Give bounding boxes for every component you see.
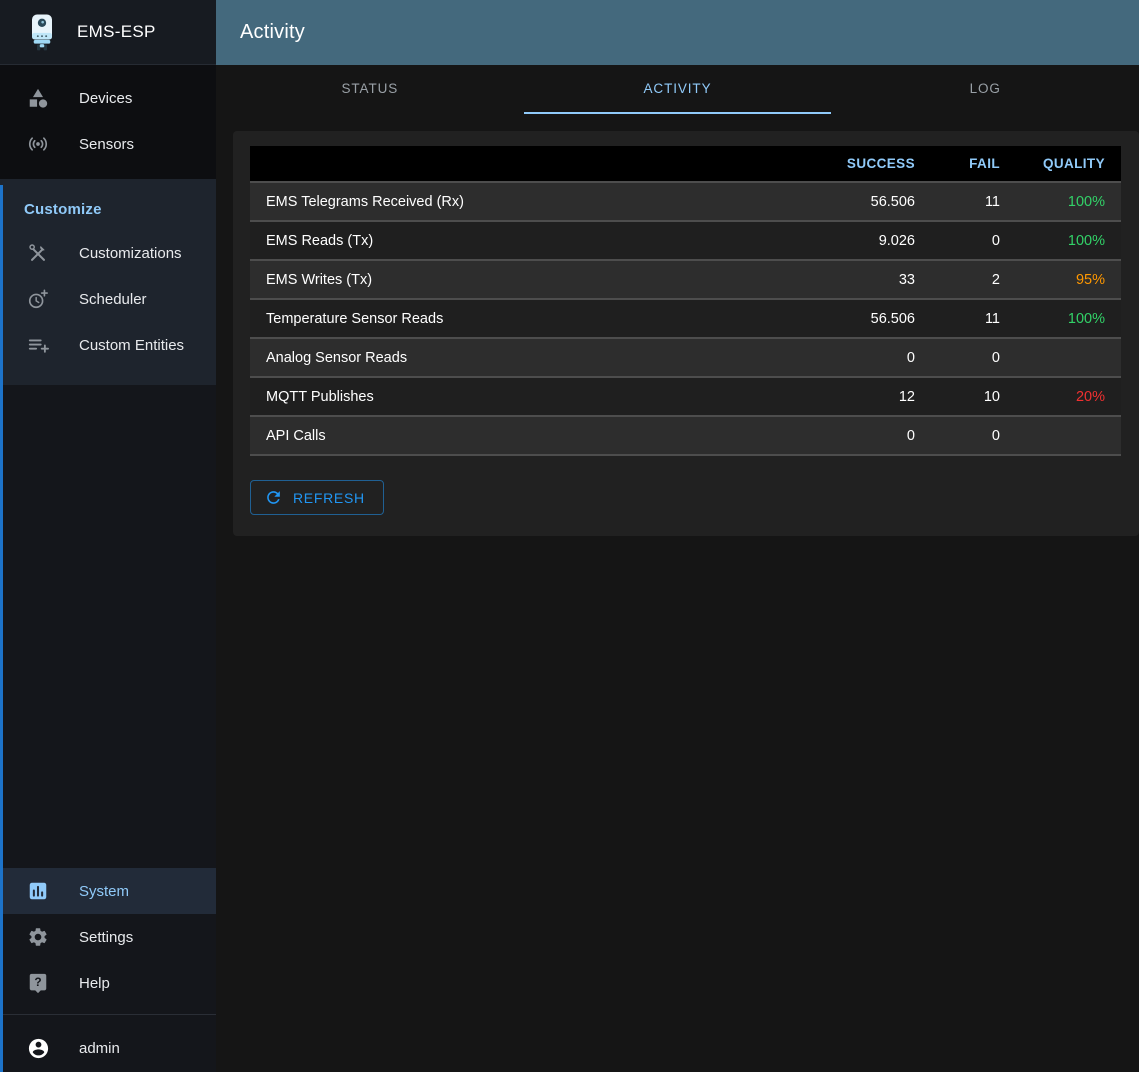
- table-row: EMS Writes (Tx) 33 2 95%: [250, 260, 1121, 299]
- quality-value: 100%: [1067, 232, 1105, 249]
- playlist-add-icon: [26, 333, 50, 357]
- quality-value: [1016, 338, 1121, 377]
- sensors-icon: [26, 132, 50, 156]
- table-header-row: SUCCESS FAIL QUALITY: [250, 146, 1121, 182]
- metric-name: EMS Writes (Tx): [266, 271, 373, 288]
- sidebar-item-label: Help: [79, 974, 110, 992]
- sidebar-customize-section: Customize Customizations: [0, 179, 216, 385]
- username-label: admin: [79, 1039, 120, 1057]
- success-value: 56.506: [870, 193, 915, 210]
- boiler-logo-icon: [27, 11, 57, 53]
- gear-icon: [26, 925, 50, 949]
- success-value: 33: [898, 271, 915, 288]
- tab-bar: STATUS ACTIVITY LOG: [216, 65, 1139, 114]
- sidebar-item-custom-entities[interactable]: Custom Entities: [0, 322, 216, 368]
- table-row: Temperature Sensor Reads 56.506 11 100%: [250, 299, 1121, 338]
- fail-value: 11: [984, 193, 1000, 210]
- metric-name: API Calls: [266, 427, 326, 444]
- sidebar-nav-main: Devices Sensors: [0, 65, 216, 179]
- table-row: Analog Sensor Reads 0 0: [250, 338, 1121, 377]
- fail-value: 2: [991, 271, 1000, 288]
- sidebar-item-sensors[interactable]: Sensors: [0, 121, 216, 167]
- sidebar-header: EMS-ESP: [0, 0, 216, 65]
- sidebar-item-label: Scheduler: [79, 290, 147, 308]
- account-circle-icon: [26, 1036, 50, 1060]
- sidebar-item-user-admin[interactable]: admin: [0, 1025, 216, 1071]
- activity-card: SUCCESS FAIL QUALITY EMS Telegrams Recei…: [233, 131, 1139, 536]
- fail-value: 0: [991, 427, 1000, 444]
- sidebar-item-devices[interactable]: Devices: [0, 75, 216, 121]
- help-icon: ?: [26, 971, 50, 995]
- tools-icon: [26, 241, 50, 265]
- sidebar-item-label: Devices: [79, 89, 133, 107]
- refresh-button[interactable]: REFRESH: [250, 480, 384, 515]
- metric-name: Analog Sensor Reads: [266, 349, 408, 366]
- brand-title: EMS-ESP: [77, 22, 156, 41]
- devices-category-icon: [26, 86, 50, 110]
- metric-name: MQTT Publishes: [266, 388, 374, 405]
- sidebar: EMS-ESP Devices Sensors: [0, 0, 216, 1072]
- fail-value: 10: [983, 388, 1000, 405]
- success-value: 0: [906, 427, 915, 444]
- quality-value: 100%: [1067, 193, 1105, 210]
- window-edge-strip: [0, 185, 3, 1072]
- success-value: 12: [898, 388, 915, 405]
- table-row: EMS Telegrams Received (Rx) 56.506 11 10…: [250, 182, 1121, 221]
- analytics-icon: [26, 879, 50, 903]
- metric-name: EMS Telegrams Received (Rx): [266, 193, 464, 210]
- sidebar-item-label: System: [79, 882, 130, 900]
- app-bar: Activity: [216, 0, 1139, 65]
- sidebar-item-help[interactable]: ? Help: [0, 960, 216, 1006]
- refresh-button-label: REFRESH: [293, 489, 365, 506]
- tab-status[interactable]: STATUS: [341, 81, 399, 96]
- sidebar-item-label: Custom Entities: [79, 336, 185, 354]
- quality-value: 20%: [1075, 388, 1105, 405]
- fail-value: 0: [991, 349, 1000, 366]
- clock-plus-icon: [26, 287, 50, 311]
- refresh-icon: [264, 488, 283, 507]
- fail-value: 0: [991, 232, 1000, 249]
- success-value: 0: [906, 349, 915, 366]
- success-value: 56.506: [870, 310, 915, 327]
- metric-name: Temperature Sensor Reads: [266, 310, 444, 327]
- quality-value: [1016, 416, 1121, 455]
- column-header-quality: QUALITY: [1016, 146, 1121, 182]
- tab-log[interactable]: LOG: [969, 81, 1001, 96]
- activity-table: SUCCESS FAIL QUALITY EMS Telegrams Recei…: [250, 146, 1121, 456]
- sidebar-divider: [0, 1014, 216, 1015]
- page-title: Activity: [240, 21, 305, 43]
- column-header-success: SUCCESS: [816, 146, 931, 182]
- table-row: API Calls 0 0: [250, 416, 1121, 455]
- success-value: 9.026: [878, 232, 915, 249]
- sidebar-nav-bottom: System Settings ? Help: [0, 868, 216, 1006]
- sidebar-item-system[interactable]: System: [0, 868, 216, 914]
- main-content: Activity STATUS ACTIVITY LOG SUCCESS FAI…: [216, 0, 1139, 1072]
- tab-activity[interactable]: ACTIVITY: [523, 65, 832, 114]
- table-row: EMS Reads (Tx) 9.026 0 100%: [250, 221, 1121, 260]
- column-header-metric: [250, 146, 816, 182]
- svg-text:?: ?: [34, 975, 41, 989]
- sidebar-spacer: [0, 385, 216, 868]
- sidebar-item-settings[interactable]: Settings: [0, 914, 216, 960]
- quality-value: 95%: [1075, 271, 1105, 288]
- fail-value: 11: [984, 310, 1000, 327]
- table-row: MQTT Publishes 12 10 20%: [250, 377, 1121, 416]
- sidebar-item-customizations[interactable]: Customizations: [0, 230, 216, 276]
- sidebar-item-label: Sensors: [79, 135, 135, 153]
- sidebar-item-label: Customizations: [79, 244, 182, 262]
- sidebar-item-label: Settings: [79, 928, 134, 946]
- customize-section-title: Customize: [24, 201, 102, 218]
- quality-value: 100%: [1067, 310, 1105, 327]
- column-header-fail: FAIL: [931, 146, 1016, 182]
- metric-name: EMS Reads (Tx): [266, 232, 374, 249]
- sidebar-item-scheduler[interactable]: Scheduler: [0, 276, 216, 322]
